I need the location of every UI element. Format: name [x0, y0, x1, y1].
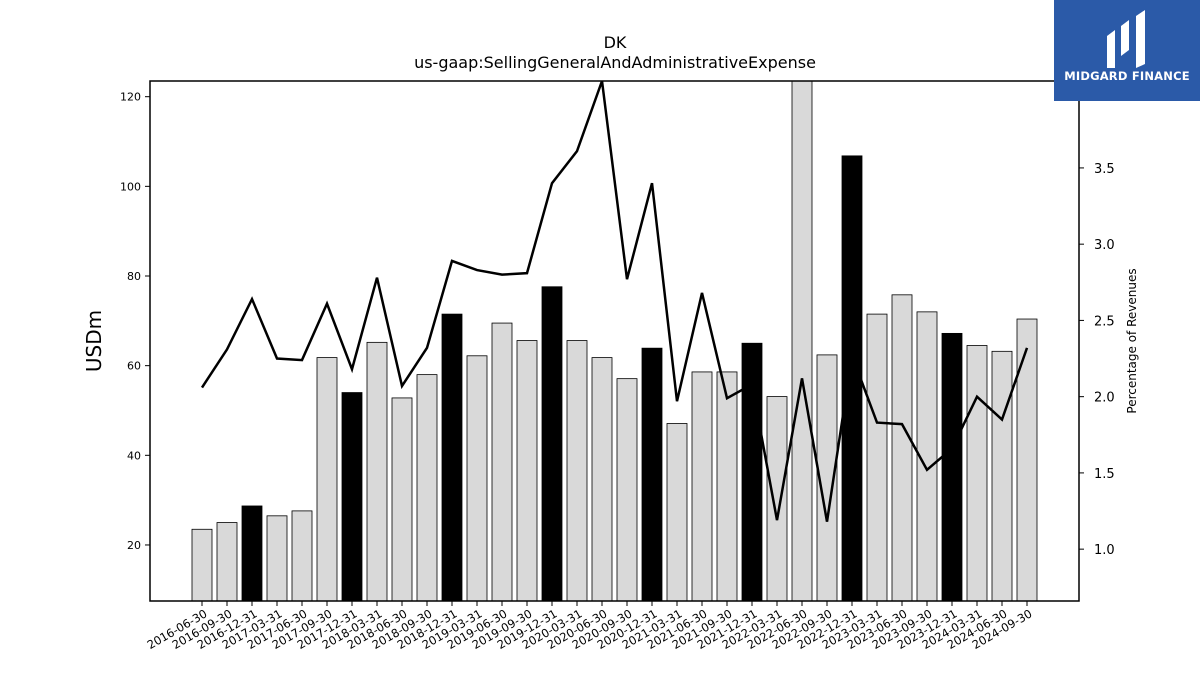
brand-name: MIDGARD FINANCE: [1064, 69, 1190, 83]
bar-2023-03-31: [866, 313, 888, 602]
bar-2017-09-30: [316, 357, 338, 602]
bar-2017-06-30: [291, 510, 313, 602]
bar-2024-03-31: [966, 345, 988, 602]
bar-2018-06-30: [391, 397, 413, 602]
bar-2024-09-30: [1016, 318, 1038, 602]
bar-2019-03-31: [466, 355, 488, 602]
bar-2021-06-30: [691, 371, 713, 602]
bar-2023-06-30: [891, 294, 913, 602]
right-tick-label: 1.0: [1094, 543, 1115, 558]
bar-2023-12-31: [941, 332, 963, 602]
left-tick-label: 20: [127, 539, 141, 552]
plot-frame: [149, 80, 1080, 602]
right-tick-label: 3.0: [1094, 238, 1115, 253]
percentage-line: [200, 80, 1029, 522]
line-series: [200, 80, 1029, 522]
x-axis-ticks: 2016-06-302016-09-302016-12-312017-03-31…: [145, 601, 1035, 652]
chart-subtitle: us-gaap:SellingGeneralAndAdministrativeE…: [414, 53, 816, 72]
chart-title: DK: [604, 33, 627, 52]
right-tick-label: 3.5: [1094, 162, 1115, 177]
right-tick-label: 2.0: [1094, 391, 1115, 406]
bar-2019-09-30: [516, 340, 538, 602]
bar-2019-12-31: [541, 286, 563, 602]
bar-2022-03-31: [766, 396, 788, 602]
right-axis-ticks: 1.0 1.5 2.0 2.5 3.0 3.5: [1079, 162, 1115, 558]
bar-2018-09-30: [416, 374, 438, 602]
bar-2020-09-30: [616, 378, 638, 602]
bar-2021-03-31: [666, 423, 688, 602]
bar-2018-12-31: [441, 313, 463, 602]
bar-2024-06-30: [991, 350, 1013, 602]
y-axis-label-right: Percentage of Revenues: [1125, 268, 1139, 413]
bar-2022-12-31: [841, 155, 863, 602]
bar-2019-06-30: [491, 322, 513, 602]
midgard-logo-icon: [1107, 10, 1145, 68]
right-tick-label: 1.5: [1094, 467, 1115, 482]
bar-2016-12-31: [241, 505, 263, 602]
left-tick-label: 120: [120, 91, 141, 104]
bar-2018-03-31: [366, 341, 388, 602]
y-axis-label-left: USDm: [82, 310, 106, 372]
bar-2017-12-31: [341, 392, 363, 602]
bar-2022-06-30: [791, 80, 813, 602]
bar-2016-09-30: [216, 522, 238, 602]
left-tick-label: 40: [127, 449, 141, 462]
left-tick-label: 100: [120, 180, 141, 193]
bar-2017-03-31: [266, 515, 288, 602]
right-tick-label: 2.5: [1094, 314, 1115, 329]
bar-2021-09-30: [716, 371, 738, 602]
left-tick-label: 80: [127, 270, 141, 283]
bar-2020-03-31: [566, 340, 588, 602]
bar-series: [191, 80, 1038, 602]
left-tick-label: 60: [127, 360, 141, 373]
bar-2020-06-30: [591, 357, 613, 602]
bar-2020-12-31: [641, 347, 663, 602]
bar-2021-12-31: [741, 342, 763, 602]
bar-2016-06-30: [191, 528, 213, 602]
brand-logo: MIDGARD FINANCE: [1054, 0, 1200, 101]
left-axis-ticks: 20 40 60 80 100 120: [120, 91, 150, 552]
